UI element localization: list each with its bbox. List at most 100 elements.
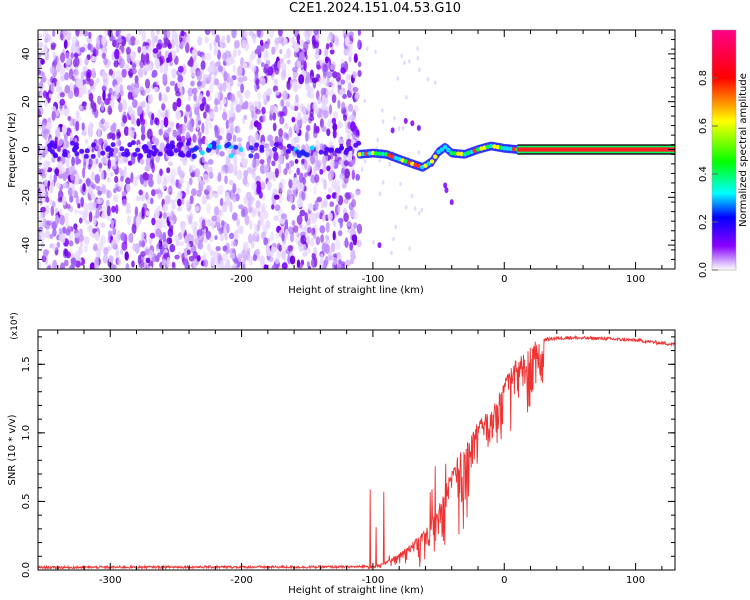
noise-cell [273, 194, 280, 200]
x-tick-label: 100 [626, 575, 645, 586]
noise-cell [52, 51, 56, 60]
noise-cell [311, 35, 316, 45]
noise-cell [310, 237, 315, 247]
noise-cell [335, 72, 342, 82]
noise-cell [141, 110, 145, 119]
noise-cell [320, 234, 324, 244]
noise-cell [324, 154, 329, 162]
noise-cell [303, 60, 307, 72]
noise-cell [340, 67, 346, 74]
noise-cell [79, 241, 84, 248]
noise-cell [224, 232, 228, 241]
track-core [360, 151, 366, 157]
signal-cell [259, 144, 265, 150]
noise-cell [237, 76, 244, 83]
track-core [505, 146, 510, 151]
noise-cell [134, 206, 139, 218]
noise-cell [301, 243, 307, 252]
noise-cell [65, 58, 72, 66]
track-core [416, 163, 422, 169]
noise-cell [300, 235, 307, 245]
noise-cell [308, 91, 315, 100]
noise-cell [222, 98, 227, 105]
noise-cell [244, 89, 251, 99]
noise-cell [130, 114, 135, 125]
noise-cell [128, 39, 132, 46]
noise-cell [329, 201, 335, 208]
noise-cell [249, 220, 253, 230]
noise-cell [255, 133, 260, 141]
noise-cell [313, 256, 318, 268]
noise-cell [118, 167, 123, 174]
noise-cell [117, 256, 121, 267]
signal-cell [53, 153, 59, 159]
snr-multiplier-label: (x10⁴) [10, 312, 20, 339]
noise-cell [343, 160, 349, 167]
noise-cell [204, 30, 211, 35]
spectrogram-y-axis-label: Frequency (Hz) [7, 112, 18, 188]
noise-cell [170, 199, 176, 205]
noise-cell [83, 244, 88, 253]
noise-cell [155, 188, 159, 195]
noise-cell [207, 159, 214, 165]
noise-cell [269, 140, 275, 147]
noise-cell [184, 235, 188, 244]
noise-cell [102, 254, 108, 264]
noise-cell [204, 36, 209, 44]
noise-cell [97, 190, 103, 196]
noise-cell [118, 180, 123, 192]
noise-cell [213, 49, 218, 56]
noise-cell [186, 242, 191, 250]
noise-cell [256, 184, 262, 195]
noise-cell [310, 228, 314, 237]
noise-cell [378, 191, 382, 196]
noise-cell [280, 213, 287, 220]
noise-cell [315, 47, 320, 56]
noise-cell [60, 234, 66, 244]
noise-cell [57, 136, 64, 147]
noise-cell [87, 43, 92, 51]
noise-cell [120, 36, 127, 47]
noise-cell [242, 75, 248, 82]
noise-cell [222, 111, 228, 121]
noise-cell [337, 120, 342, 129]
noise-cell [265, 219, 271, 230]
noise-cell [347, 132, 352, 138]
noise-cell [83, 104, 87, 111]
noise-cell [156, 79, 160, 86]
noise-cell [62, 182, 69, 189]
noise-cell [145, 156, 151, 168]
signal-cell [356, 140, 362, 146]
noise-cell [106, 189, 110, 199]
noise-cell [114, 175, 119, 184]
noise-cell [102, 70, 106, 78]
noise-cell [75, 78, 82, 88]
noise-cell [59, 108, 64, 116]
noise-cell [113, 60, 119, 68]
noise-cell [128, 105, 133, 116]
noise-cell [180, 223, 186, 235]
noise-cell [210, 256, 216, 267]
noise-cell [127, 91, 133, 100]
noise-cell [159, 142, 166, 153]
noise-cell [342, 93, 348, 99]
y-tick-label: -20 [21, 189, 32, 205]
noise-cell [277, 60, 282, 69]
noise-cell [326, 194, 331, 200]
noise-cell [262, 256, 266, 266]
noise-cell [322, 163, 327, 174]
noise-cell [225, 249, 230, 255]
track-core [393, 155, 399, 161]
signal-cell [130, 140, 136, 146]
noise-cell [171, 49, 176, 60]
noise-cell [168, 237, 173, 245]
noise-cell [237, 49, 241, 56]
noise-cell [101, 52, 106, 60]
noise-cell [209, 111, 215, 120]
track-core [367, 151, 372, 156]
noise-cell [162, 221, 168, 229]
noise-cell [177, 65, 184, 73]
track-core [439, 147, 445, 152]
noise-cell [289, 105, 295, 111]
signal-cell [273, 142, 279, 148]
